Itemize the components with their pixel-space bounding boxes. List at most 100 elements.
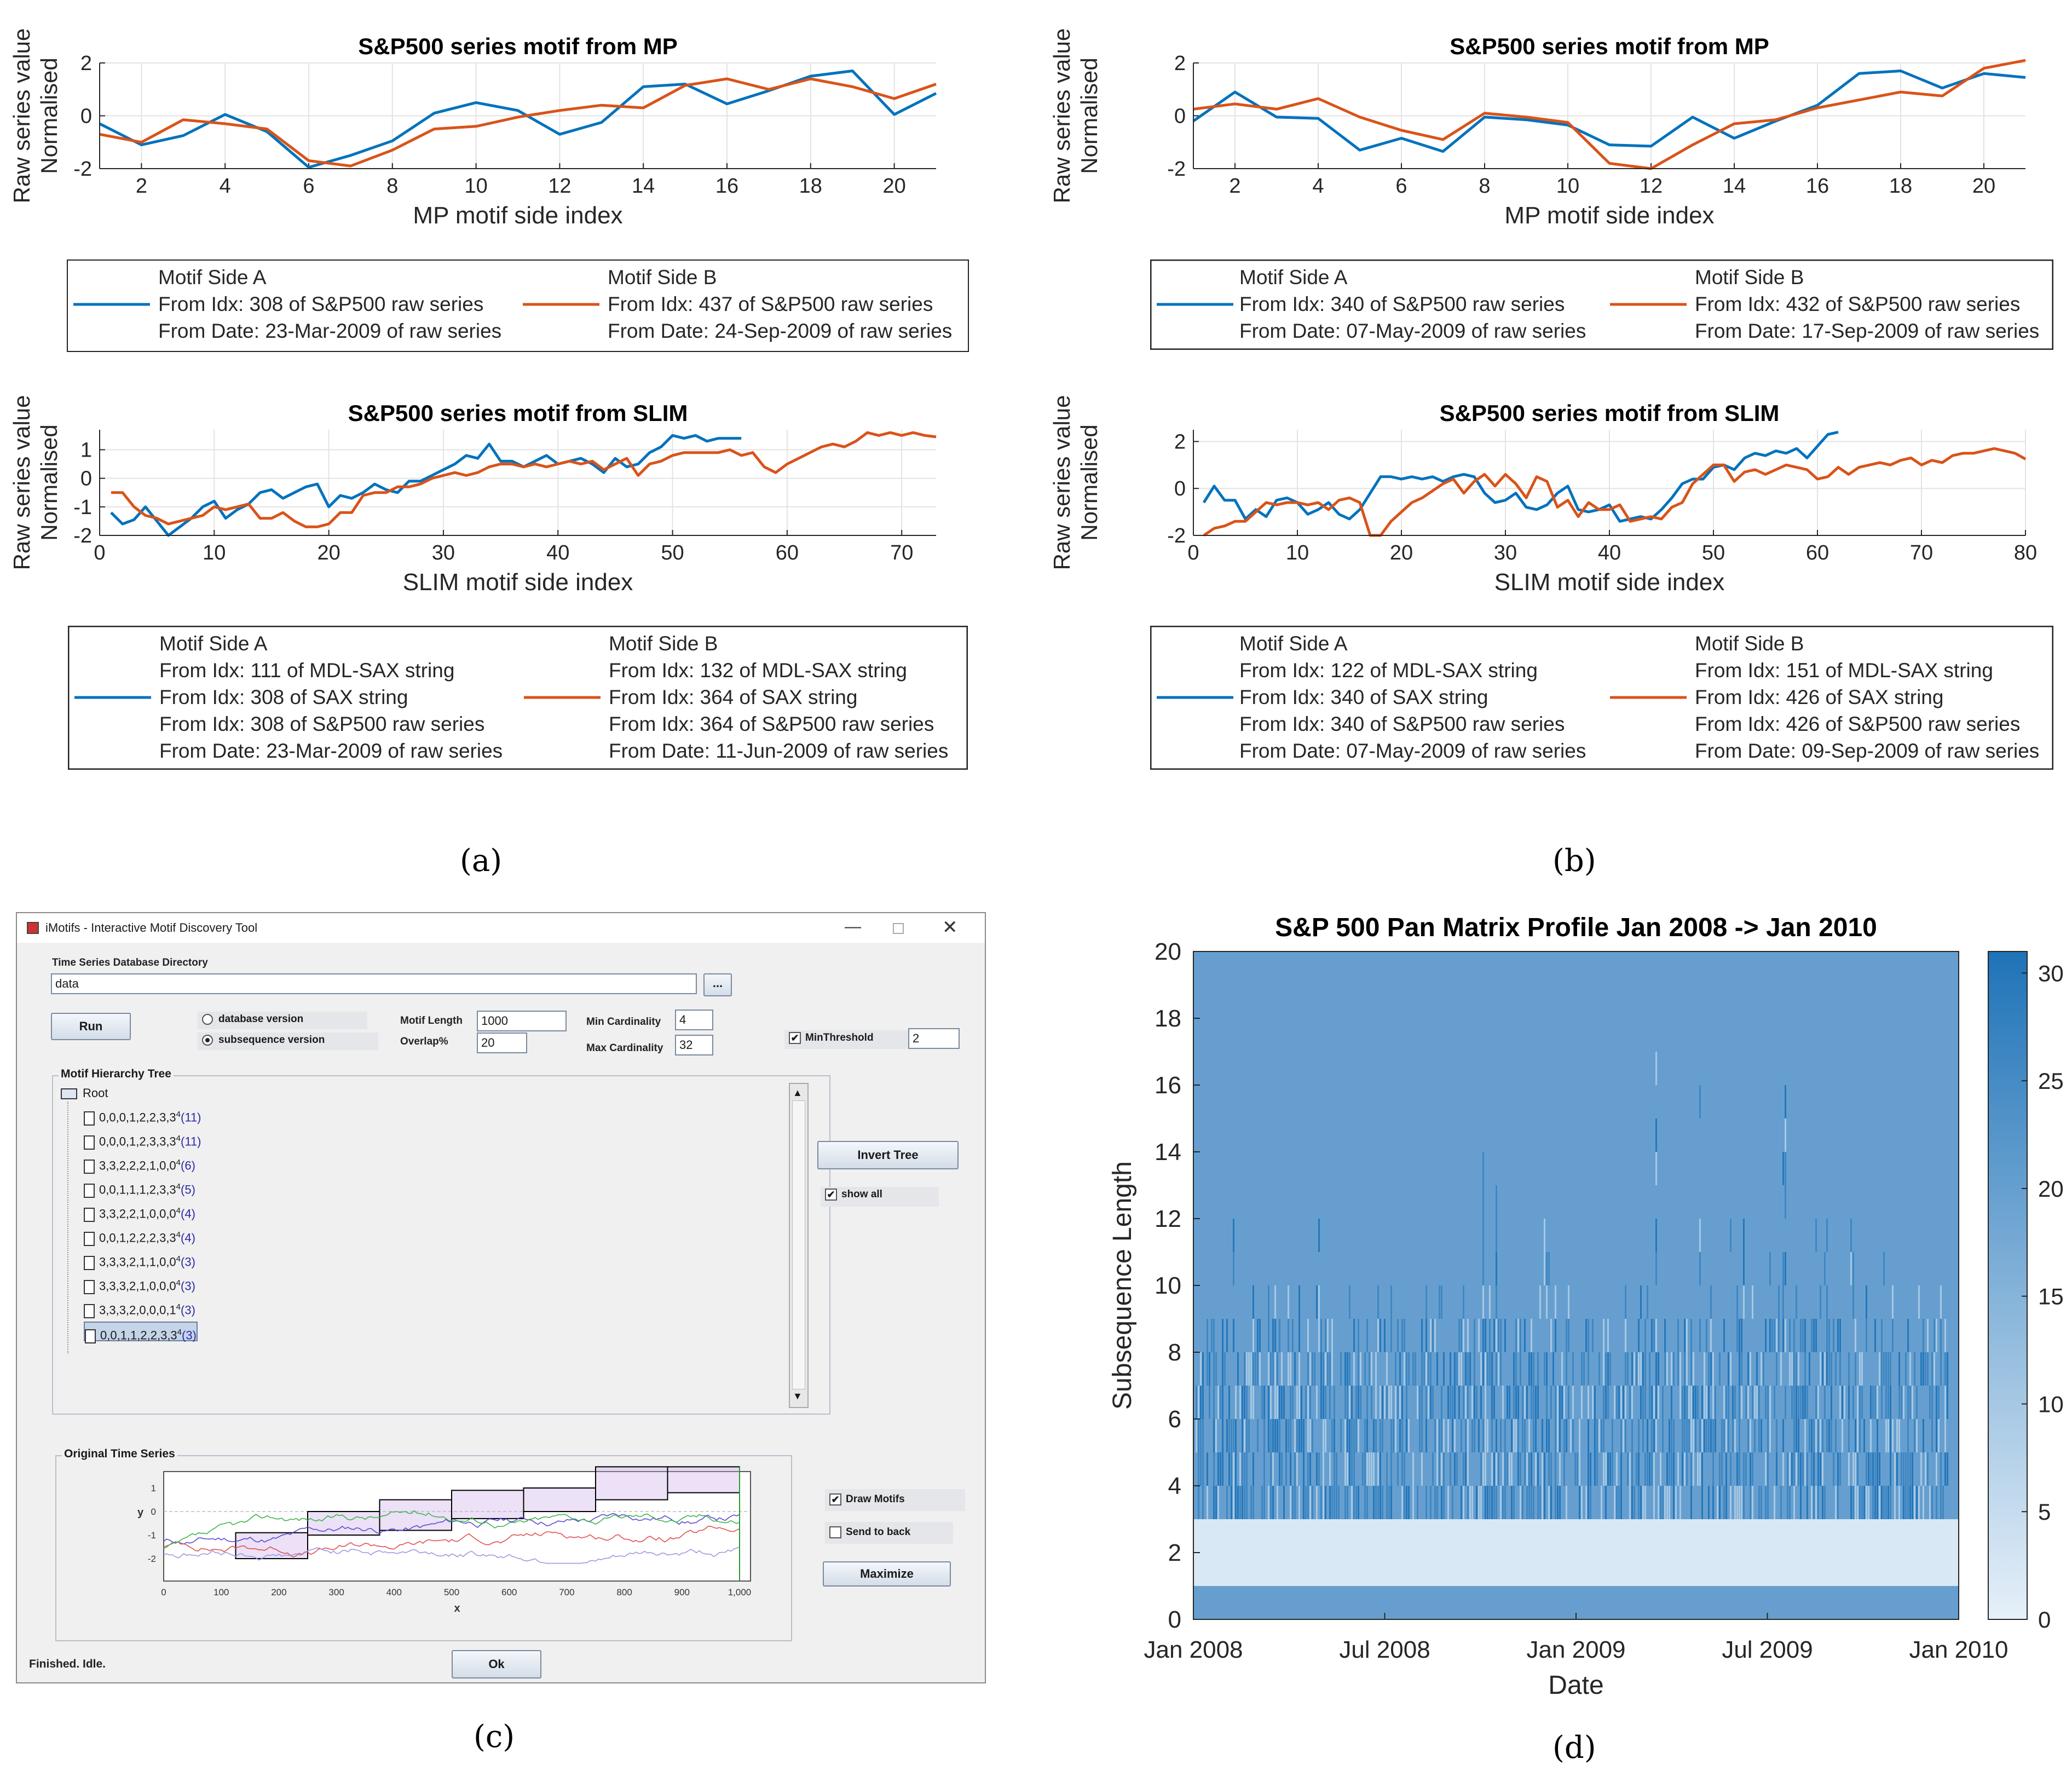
heatmap-cell — [1349, 1352, 1350, 1386]
heatmap-cell — [1531, 1452, 1532, 1486]
heatmap-cell — [1929, 1486, 1931, 1519]
show-all-checkbox[interactable]: ✔ show all — [821, 1187, 939, 1207]
heatmap-cell — [1226, 1319, 1228, 1352]
invert-tree-button[interactable]: Invert Tree — [817, 1141, 959, 1169]
browse-button[interactable]: ... — [703, 973, 732, 996]
minthreshold-input[interactable]: 2 — [908, 1028, 960, 1049]
heatmap-cell — [1375, 1419, 1377, 1452]
orig-ts-chart[interactable]: 1 0 -1 -2 0 100 200 300 400 500 600 700 800 900 1,000 x… — [99, 1466, 789, 1619]
tree-item[interactable]: 3,3,3,2,1,1,0,04(3) — [84, 1249, 195, 1270]
heatmap-cell — [1761, 1352, 1762, 1386]
heatmap-cell — [1581, 1486, 1583, 1519]
heatmap-cell — [1934, 1352, 1935, 1386]
heatmap-cell — [1901, 1386, 1902, 1419]
heatmap-cell — [1331, 1319, 1333, 1352]
mini-x-label: x — [454, 1602, 460, 1614]
heatmap-cell — [1642, 1386, 1644, 1419]
scroll-thumb[interactable] — [792, 1100, 805, 1389]
heatmap-cell — [1881, 1386, 1883, 1419]
close-button[interactable]: ✕ — [942, 917, 958, 938]
heatmap-cell — [1944, 1452, 1946, 1486]
heatmap-cell — [1382, 1486, 1383, 1519]
heatmap-cell — [1877, 1386, 1878, 1419]
tree-item[interactable]: 0,0,1,1,2,2,3,34(3) — [84, 1322, 198, 1343]
max-cardinality-input[interactable]: 32 — [675, 1035, 713, 1056]
heatmap-cell — [1695, 1419, 1696, 1452]
chart-title: S&P500 series motif from SLIM — [1440, 400, 1780, 426]
heatmap-cell — [1222, 1419, 1223, 1452]
scroll-up-icon[interactable]: ▲ — [793, 1087, 803, 1098]
colorbar-tick-label: 10 — [2038, 1391, 2064, 1417]
heatmap-cell — [1699, 1452, 1701, 1486]
send-to-back-checkbox[interactable]: Send to back — [825, 1522, 953, 1544]
heatmap-cell — [1263, 1419, 1265, 1452]
heatmap-cell — [1793, 1486, 1795, 1519]
radio-subsequence-version[interactable]: subsequence version — [198, 1033, 378, 1050]
heatmap-cell — [1331, 1486, 1333, 1519]
heatmap-cell — [1625, 1319, 1626, 1352]
heatmap-cell — [1815, 1219, 1817, 1252]
heatmap-cell — [1263, 1386, 1265, 1419]
tree-item[interactable]: 0,0,0,1,2,2,3,34(11) — [84, 1105, 201, 1126]
heatmap-cell — [1719, 1452, 1721, 1486]
maximize-button[interactable]: Maximize — [823, 1561, 951, 1587]
heatmap-cell — [1857, 1452, 1859, 1486]
heatmap-cell — [1734, 1486, 1736, 1519]
heatmap-cell — [1826, 1419, 1828, 1452]
tree-scrollbar[interactable]: ▲ ▼ — [789, 1083, 809, 1408]
heatmap-cell — [1463, 1386, 1464, 1419]
heatmap-cell — [1489, 1285, 1491, 1319]
minimize-button[interactable]: — — [845, 918, 861, 936]
tree-item[interactable]: 0,0,1,2,2,2,3,34(4) — [84, 1225, 195, 1246]
heatmap-cell — [1912, 1452, 1913, 1486]
heatmap-cell — [1588, 1452, 1589, 1486]
heatmap-cell — [1522, 1419, 1523, 1452]
heatmap-cell — [1340, 1419, 1342, 1452]
draw-motifs-checkbox[interactable]: ✔ Draw Motifs — [825, 1489, 965, 1511]
heatmap-cell — [1242, 1486, 1243, 1519]
motif-tree-view[interactable]: Root 0,0,0,1,2,2,3,34(11) 0,0,0,1,2,3,3,3… — [56, 1083, 788, 1407]
heatmap-cell — [1636, 1352, 1637, 1386]
heatmap-cell — [1257, 1319, 1259, 1352]
heatmap-cell — [1344, 1352, 1346, 1386]
heatmap-cell — [1631, 1452, 1633, 1486]
legend-text: From Idx: 308 of SAX string — [159, 686, 408, 708]
legend-text: Motif Side B — [1695, 266, 1804, 289]
heatmap-cell — [1526, 1386, 1528, 1419]
tree-item[interactable]: 0,0,0,1,2,3,3,34(11) — [84, 1129, 201, 1150]
db-dir-input[interactable]: data — [51, 973, 697, 994]
heatmap-cell — [1390, 1419, 1392, 1452]
min-cardinality-input[interactable]: 4 — [675, 1010, 713, 1030]
heatmap-cell — [1699, 1252, 1701, 1285]
heatmap-cell — [1261, 1386, 1263, 1419]
tree-item[interactable]: 3,3,2,2,1,0,0,04(4) — [84, 1201, 195, 1222]
ok-button[interactable]: Ok — [452, 1650, 541, 1679]
heatmap-cell — [1605, 1452, 1607, 1486]
heatmap-cell — [1793, 1352, 1795, 1386]
heatmap-cell — [1931, 1386, 1933, 1419]
document-icon — [84, 1255, 95, 1270]
status-text: Finished. Idle. — [29, 1658, 106, 1670]
restore-button[interactable] — [893, 923, 904, 934]
tree-item[interactable]: 3,3,2,2,2,1,0,04(6) — [84, 1153, 195, 1174]
run-button[interactable]: Run — [51, 1013, 131, 1040]
heatmap-cell — [1347, 1352, 1348, 1386]
scroll-down-icon[interactable]: ▼ — [793, 1391, 803, 1401]
heatmap-cell — [1382, 1386, 1383, 1419]
minthreshold-checkbox[interactable]: ✔ MinThreshold — [784, 1030, 914, 1049]
motif-length-input[interactable]: 1000 — [477, 1011, 567, 1031]
heatmap-cell — [1824, 1486, 1826, 1519]
radio-database-version[interactable]: database version — [198, 1012, 367, 1029]
heatmap-cell — [1329, 1452, 1331, 1486]
heatmap-cell — [1881, 1319, 1883, 1352]
overlap-input[interactable]: 20 — [477, 1033, 527, 1053]
heatmap-cell — [1298, 1419, 1300, 1452]
mini-y-tick-label: -1 — [148, 1530, 156, 1541]
tree-item[interactable]: 3,3,3,2,1,0,0,04(3) — [84, 1273, 195, 1294]
x-tick-label: Jan 2009 — [1526, 1636, 1625, 1663]
tree-item[interactable]: 3,3,3,2,0,0,0,14(3) — [84, 1297, 195, 1318]
heatmap-cell — [1268, 1486, 1269, 1519]
tree-item-sup: 4 — [176, 1206, 181, 1215]
heatmap-cell — [1925, 1452, 1926, 1486]
tree-item[interactable]: 0,0,1,1,1,2,3,34(5) — [84, 1177, 195, 1198]
